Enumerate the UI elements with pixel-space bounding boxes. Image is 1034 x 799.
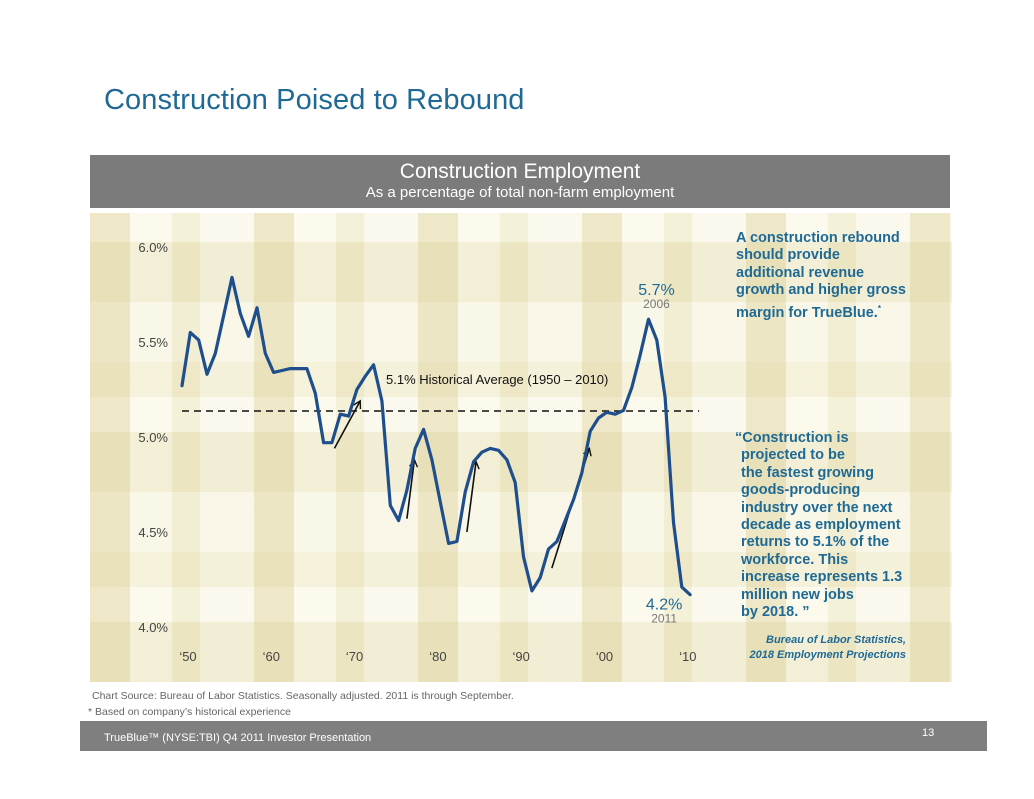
quote-line: “Construction is: [735, 430, 849, 446]
quote-line: increase represents 1.3: [741, 569, 903, 586]
footer-bar: TrueBlue™ (NYSE:TBI) Q4 2011 Investor Pr…: [80, 721, 987, 751]
series-group: [180, 275, 692, 597]
callout-line: growth and higher gross: [736, 282, 906, 299]
rebound-callout: A construction rebound should provide ad…: [736, 230, 936, 322]
attribution-line: Bureau of Labor Statistics,: [766, 634, 906, 646]
annotation-year: 2006: [643, 297, 670, 311]
footer-text: TrueBlue™ (NYSE:TBI) Q4 2011 Investor Pr…: [104, 732, 372, 744]
x-tick-label: ‘60: [263, 649, 280, 664]
quote-line: projected to be: [741, 447, 845, 464]
x-tick-label: ‘50: [179, 649, 196, 664]
x-axis-ticks: ‘50 ‘60 ‘70 ‘80 ‘90 ‘00 ‘10: [179, 649, 696, 664]
quote-line: the fastest growing: [741, 464, 874, 481]
historical-average-label: 5.1% Historical Average (1950 – 2010): [386, 372, 608, 387]
quote-line: decade as employment: [741, 517, 901, 534]
quote-line: industry over the next: [741, 499, 893, 516]
reference-lines: 5.1% Historical Average (1950 – 2010): [182, 372, 700, 412]
series-line: [180, 275, 692, 597]
trend-arrows: [333, 399, 592, 569]
chart-subtitle: As a percentage of total non-farm employ…: [365, 184, 675, 201]
y-tick-label: 4.5%: [138, 525, 168, 540]
annotation-year: 2011: [651, 612, 677, 626]
y-tick-label: 5.0%: [138, 430, 168, 445]
quote-line: million new jobs: [741, 586, 854, 603]
callout-line: A construction rebound: [736, 230, 900, 246]
trend-arrow: [406, 458, 419, 519]
footnote: * Based on company’s historical experien…: [88, 706, 291, 718]
annotation-value: 4.2%: [646, 597, 682, 614]
quote-line: workforce. This: [741, 551, 849, 568]
quote-attribution: Bureau of Labor Statistics, 2018 Employm…: [730, 633, 907, 663]
y-tick-label: 5.5%: [138, 335, 168, 350]
quote-line: by 2018. ”: [741, 604, 810, 621]
chart-source-note: Chart Source: Bureau of Labor Statistics…: [92, 690, 514, 702]
y-tick-label: 4.0%: [138, 620, 168, 635]
footnote-marker: *: [877, 303, 881, 313]
y-tick-label: 6.0%: [138, 240, 168, 255]
x-tick-label: ‘10: [679, 649, 696, 664]
trend-arrow: [333, 399, 362, 449]
chart-title: Construction Employment: [399, 160, 641, 183]
annotation-value: 5.7%: [638, 282, 674, 299]
x-tick-label: ‘90: [513, 649, 530, 664]
y-axis-ticks: 6.0% 5.5% 5.0% 4.5% 4.0%: [138, 240, 168, 635]
callout-line: should provide: [736, 247, 840, 264]
page-number: 13: [922, 727, 935, 739]
quote-line: returns to 5.1% of the: [741, 534, 890, 551]
annotations: 5.7%2006 4.2%2011: [638, 282, 682, 626]
callout-line: additional revenue: [736, 264, 865, 281]
x-tick-label: ‘70: [346, 649, 363, 664]
chart-header-bar: Construction Employment As a percentage …: [90, 155, 950, 208]
attribution-line: 2018 Employment Projections: [749, 649, 907, 661]
x-tick-label: ‘00: [596, 649, 613, 664]
x-tick-label: ‘80: [429, 649, 446, 664]
bls-quote: “Construction is projected to be the fas…: [735, 430, 935, 621]
page-title: Construction Poised to Rebound: [104, 84, 525, 116]
callout-line: margin for TrueBlue.: [736, 304, 878, 321]
quote-line: goods-producing: [741, 482, 861, 499]
trend-arrow: [466, 460, 480, 533]
